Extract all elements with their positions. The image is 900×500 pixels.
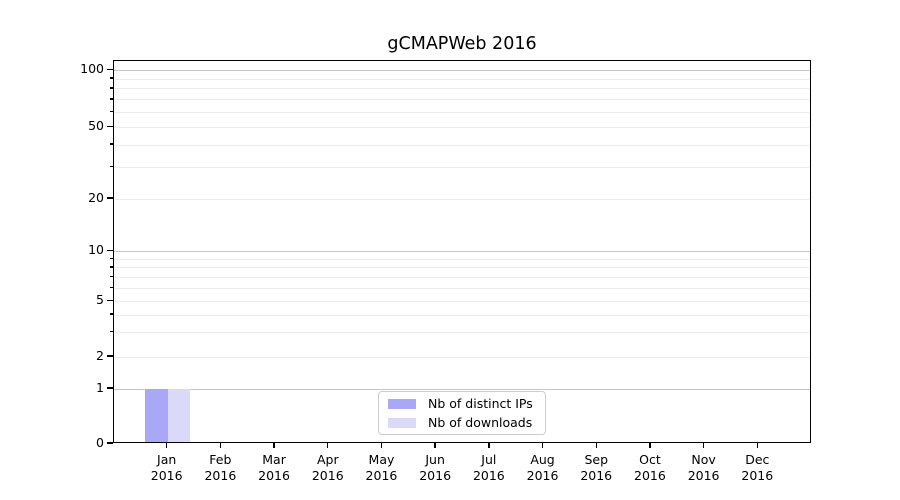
y-minor-tick-mark-80 <box>109 87 113 89</box>
y-tick-mark-2 <box>107 355 113 357</box>
y-tick-mark-1 <box>107 387 113 389</box>
gridline-y-80 <box>114 88 810 90</box>
gridline-y-3 <box>114 331 810 333</box>
y-minor-tick-mark-70 <box>109 98 113 100</box>
x-tick-mark-apr <box>327 443 329 448</box>
y-tick-label-100: 100 <box>80 60 104 76</box>
x-tick-label-nov: Nov 2016 <box>687 452 720 483</box>
bar-nb-of-distinct-ips-jan <box>145 389 168 443</box>
x-tick-mark-jan <box>165 443 168 448</box>
gridline-y-90 <box>114 78 810 80</box>
x-tick-label-jun: Jun 2016 <box>419 452 452 483</box>
gridline-y-5 <box>114 301 810 302</box>
gridline-y-6 <box>114 287 810 289</box>
y-minor-tick-mark-8 <box>109 266 113 268</box>
legend-label-downloads: Nb of downloads <box>428 415 533 430</box>
y-tick-label-5: 5 <box>96 292 104 307</box>
x-tick-mark-jul <box>488 443 490 448</box>
y-tick-mark-10 <box>107 250 113 252</box>
x-tick-mark-feb <box>219 443 222 448</box>
x-tick-mark-aug <box>541 443 544 448</box>
x-tick-label-mar: Mar 2016 <box>258 452 290 483</box>
y-tick-mark-0 <box>107 442 113 444</box>
legend-swatch-distinct-ips <box>388 398 416 409</box>
x-tick-mark-jun <box>434 443 436 448</box>
chart-title: gCMAPWeb 2016 <box>387 34 537 54</box>
y-tick-mark-20 <box>107 197 113 199</box>
x-tick-label-jul: Jul 2016 <box>472 452 505 483</box>
y-tick-label-50: 50 <box>88 118 104 134</box>
gridline-y-40 <box>114 144 810 146</box>
x-tick-label-feb: Feb 2016 <box>204 452 237 483</box>
x-tick-mark-dec <box>756 443 758 448</box>
legend-item-distinct-ips: Nb of distinct IPs <box>388 396 536 411</box>
y-tick-mark-5 <box>107 299 113 302</box>
y-minor-tick-mark-40 <box>109 143 113 145</box>
x-tick-mark-sep <box>595 443 597 448</box>
gridline-y-4 <box>114 314 810 316</box>
gridline-y-70 <box>114 99 810 101</box>
gridline-y-60 <box>114 112 810 114</box>
legend-item-downloads: Nb of downloads <box>388 415 536 430</box>
x-tick-label-jan: Jan 2016 <box>150 452 183 483</box>
gridline-y-30 <box>114 166 810 168</box>
x-tick-mark-nov <box>702 443 705 448</box>
x-tick-label-aug: Aug 2016 <box>526 452 559 483</box>
gridline-y-50 <box>114 127 810 129</box>
bar-nb-of-downloads-jan <box>167 389 191 443</box>
y-minor-tick-mark-6 <box>109 286 113 289</box>
gridline-y-7 <box>114 276 810 278</box>
y-minor-tick-mark-30 <box>109 165 113 168</box>
y-tick-label-10: 10 <box>88 242 104 258</box>
y-tick-label-0: 0 <box>96 434 104 450</box>
y-tick-label-1: 1 <box>96 379 104 395</box>
y-tick-label-2: 2 <box>96 347 104 363</box>
gridline-y-2 <box>114 356 810 358</box>
y-minor-tick-mark-3 <box>109 330 113 333</box>
y-minor-tick-mark-9 <box>109 257 113 260</box>
legend-label-distinct-ips: Nb of distinct IPs <box>428 396 533 411</box>
x-tick-label-sep: Sep 2016 <box>580 452 613 483</box>
x-tick-label-apr: Apr 2016 <box>311 452 344 483</box>
x-tick-mark-may <box>380 443 383 448</box>
gridline-y-100 <box>114 69 810 71</box>
legend: Nb of distinct IPs Nb of downloads <box>378 391 546 435</box>
gridline-y-1 <box>114 388 810 390</box>
y-minor-tick-mark-7 <box>109 275 113 278</box>
y-tick-mark-50 <box>107 126 113 128</box>
y-minor-tick-mark-90 <box>109 77 113 79</box>
x-tick-mark-oct <box>649 443 651 448</box>
y-tick-mark-100 <box>107 68 113 70</box>
plot-area <box>113 60 811 443</box>
legend-swatch-downloads <box>388 417 416 428</box>
gridline-y-20 <box>114 198 810 200</box>
y-tick-label-20: 20 <box>88 189 104 205</box>
y-minor-tick-mark-4 <box>109 313 113 315</box>
gridline-y-8 <box>114 267 810 269</box>
y-minor-tick-mark-60 <box>109 111 113 113</box>
gridline-y-9 <box>114 258 810 260</box>
x-tick-mark-mar <box>273 443 275 448</box>
x-tick-label-may: May 2016 <box>365 452 398 483</box>
x-tick-label-dec: Dec 2016 <box>741 452 774 483</box>
x-tick-label-oct: Oct 2016 <box>634 452 666 483</box>
gridline-y-10 <box>114 251 810 253</box>
